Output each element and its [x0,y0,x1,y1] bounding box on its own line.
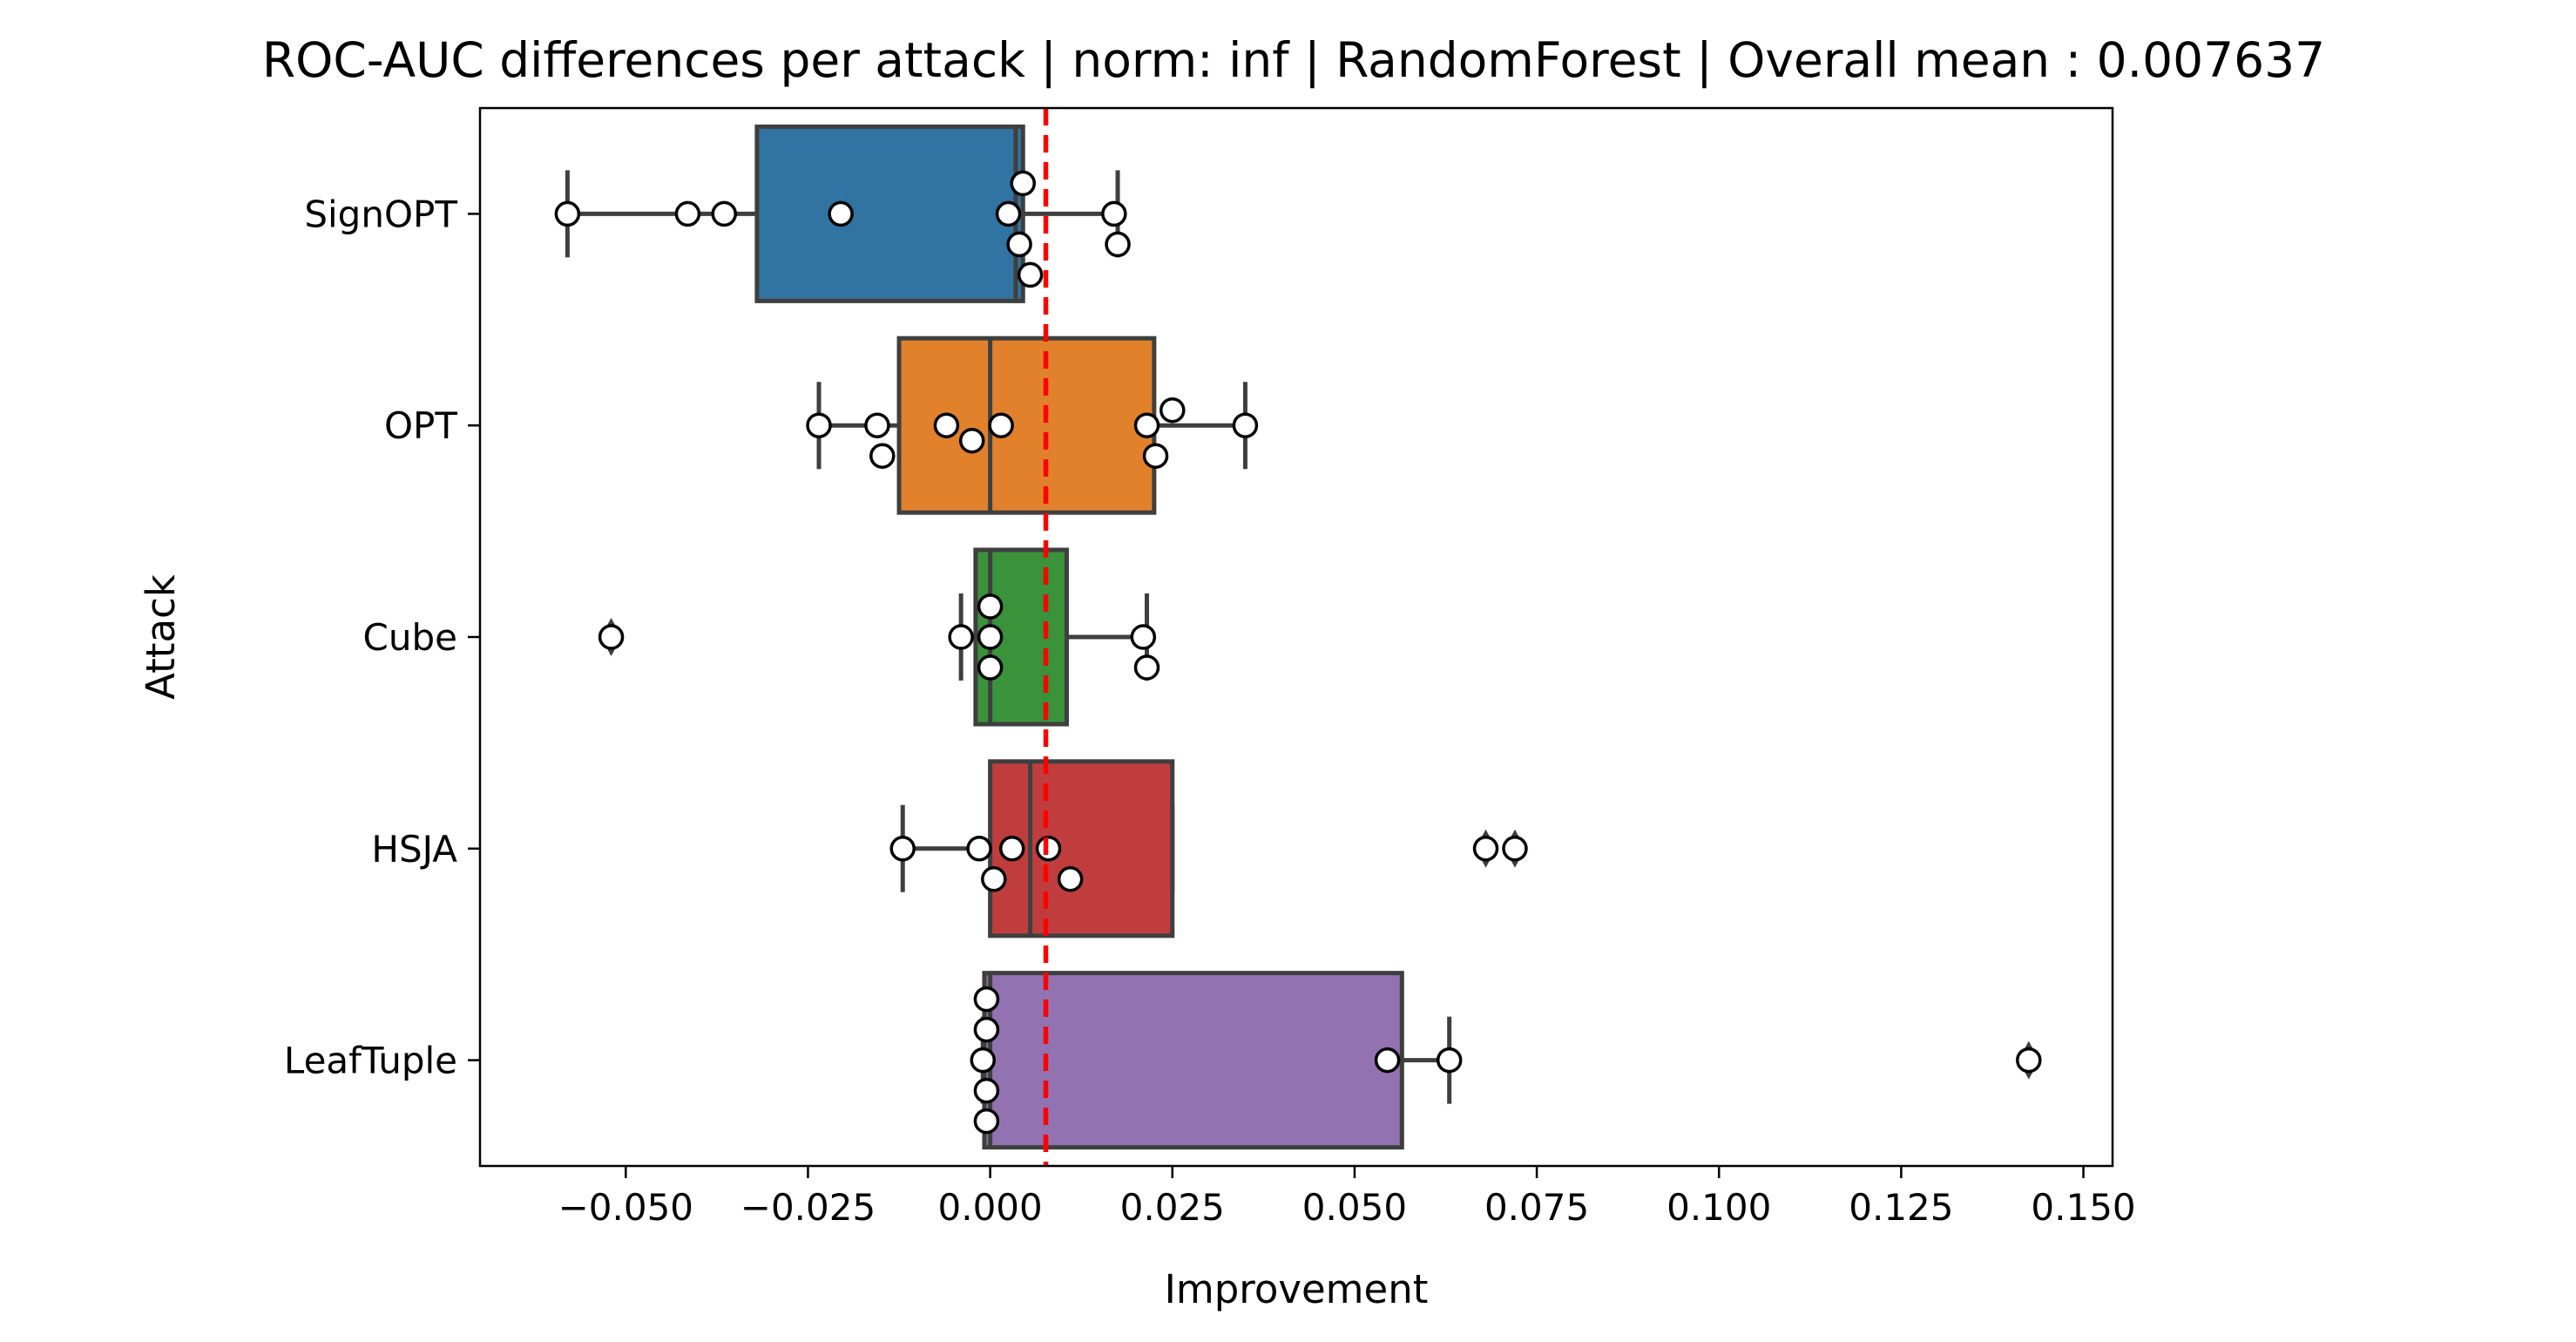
box-group-cube [598,547,1160,727]
data-point [973,1077,1000,1104]
plot-area: −0.050 −0.025 0.000 0.025 0.050 0.075 0.100 0.1… [284,108,2136,1229]
data-point [973,1016,1000,1043]
data-point [1472,836,1499,862]
y-tick-label: HSJA [371,828,457,871]
data-point [1160,396,1186,424]
x-tick-label: 0.000 [938,1186,1043,1229]
data-point [995,200,1022,227]
data-point [869,443,896,469]
data-point [711,200,738,227]
x-tick-label: 0.125 [1849,1186,1953,1229]
x-tick-label: 0.050 [1302,1186,1407,1229]
data-point [948,624,974,650]
data-point [2016,1047,2042,1074]
data-point [977,593,1004,620]
data-point [1133,412,1160,438]
x-tick-label: 0.150 [2031,1186,2135,1229]
data-point [981,866,1007,892]
data-point [988,412,1014,438]
data-point [1374,1047,1401,1074]
x-axis-label: Improvement [1165,1266,1429,1312]
x-tick-label: 0.025 [1120,1186,1225,1229]
data-point [977,654,1004,681]
data-point [973,986,1000,1013]
chart-title: ROC-AUC differences per attack | norm: i… [262,32,2325,89]
box-iqr [982,971,1404,1150]
data-point [554,200,581,227]
y-tick-label: OPT [384,404,457,447]
data-point [828,200,854,227]
data-point [889,836,916,862]
data-point [1436,1047,1463,1074]
data-point [1142,443,1169,469]
box-group-leaftuple [970,971,2042,1150]
data-point [1010,170,1037,197]
data-point [864,412,890,438]
data-point [674,200,701,227]
data-point [598,624,625,650]
data-point [1035,836,1062,862]
box-iqr [754,124,1025,303]
x-tick-label: 0.075 [1484,1186,1589,1229]
data-point [933,412,960,438]
data-point [998,836,1025,862]
data-point [1057,866,1084,892]
data-point [806,412,832,438]
axes-frame [478,106,2114,1168]
x-tick-label: −0.050 [558,1186,693,1229]
x-tick-label: 0.100 [1667,1186,1771,1229]
data-point [1130,624,1157,650]
data-point [1133,654,1160,681]
data-point [1017,261,1044,288]
box-group-opt [806,336,1259,515]
y-axis-label: Attack [138,574,184,700]
data-point [966,836,992,862]
data-point [970,1047,997,1074]
y-tick-label: Cube [363,616,457,659]
x-tick-label: −0.025 [740,1186,876,1229]
y-tick-label: SignOPT [304,193,457,235]
data-point [958,427,985,454]
data-point [1101,200,1127,227]
data-point [973,1108,1000,1135]
box-group-hsja [889,759,1528,939]
data-point [1105,231,1131,258]
data-point [977,624,1004,650]
data-point [1006,231,1032,258]
box-group-signopt [554,124,1131,303]
data-point [1502,836,1528,862]
y-tick-label: LeafTuple [284,1040,457,1082]
data-point [1232,412,1259,438]
